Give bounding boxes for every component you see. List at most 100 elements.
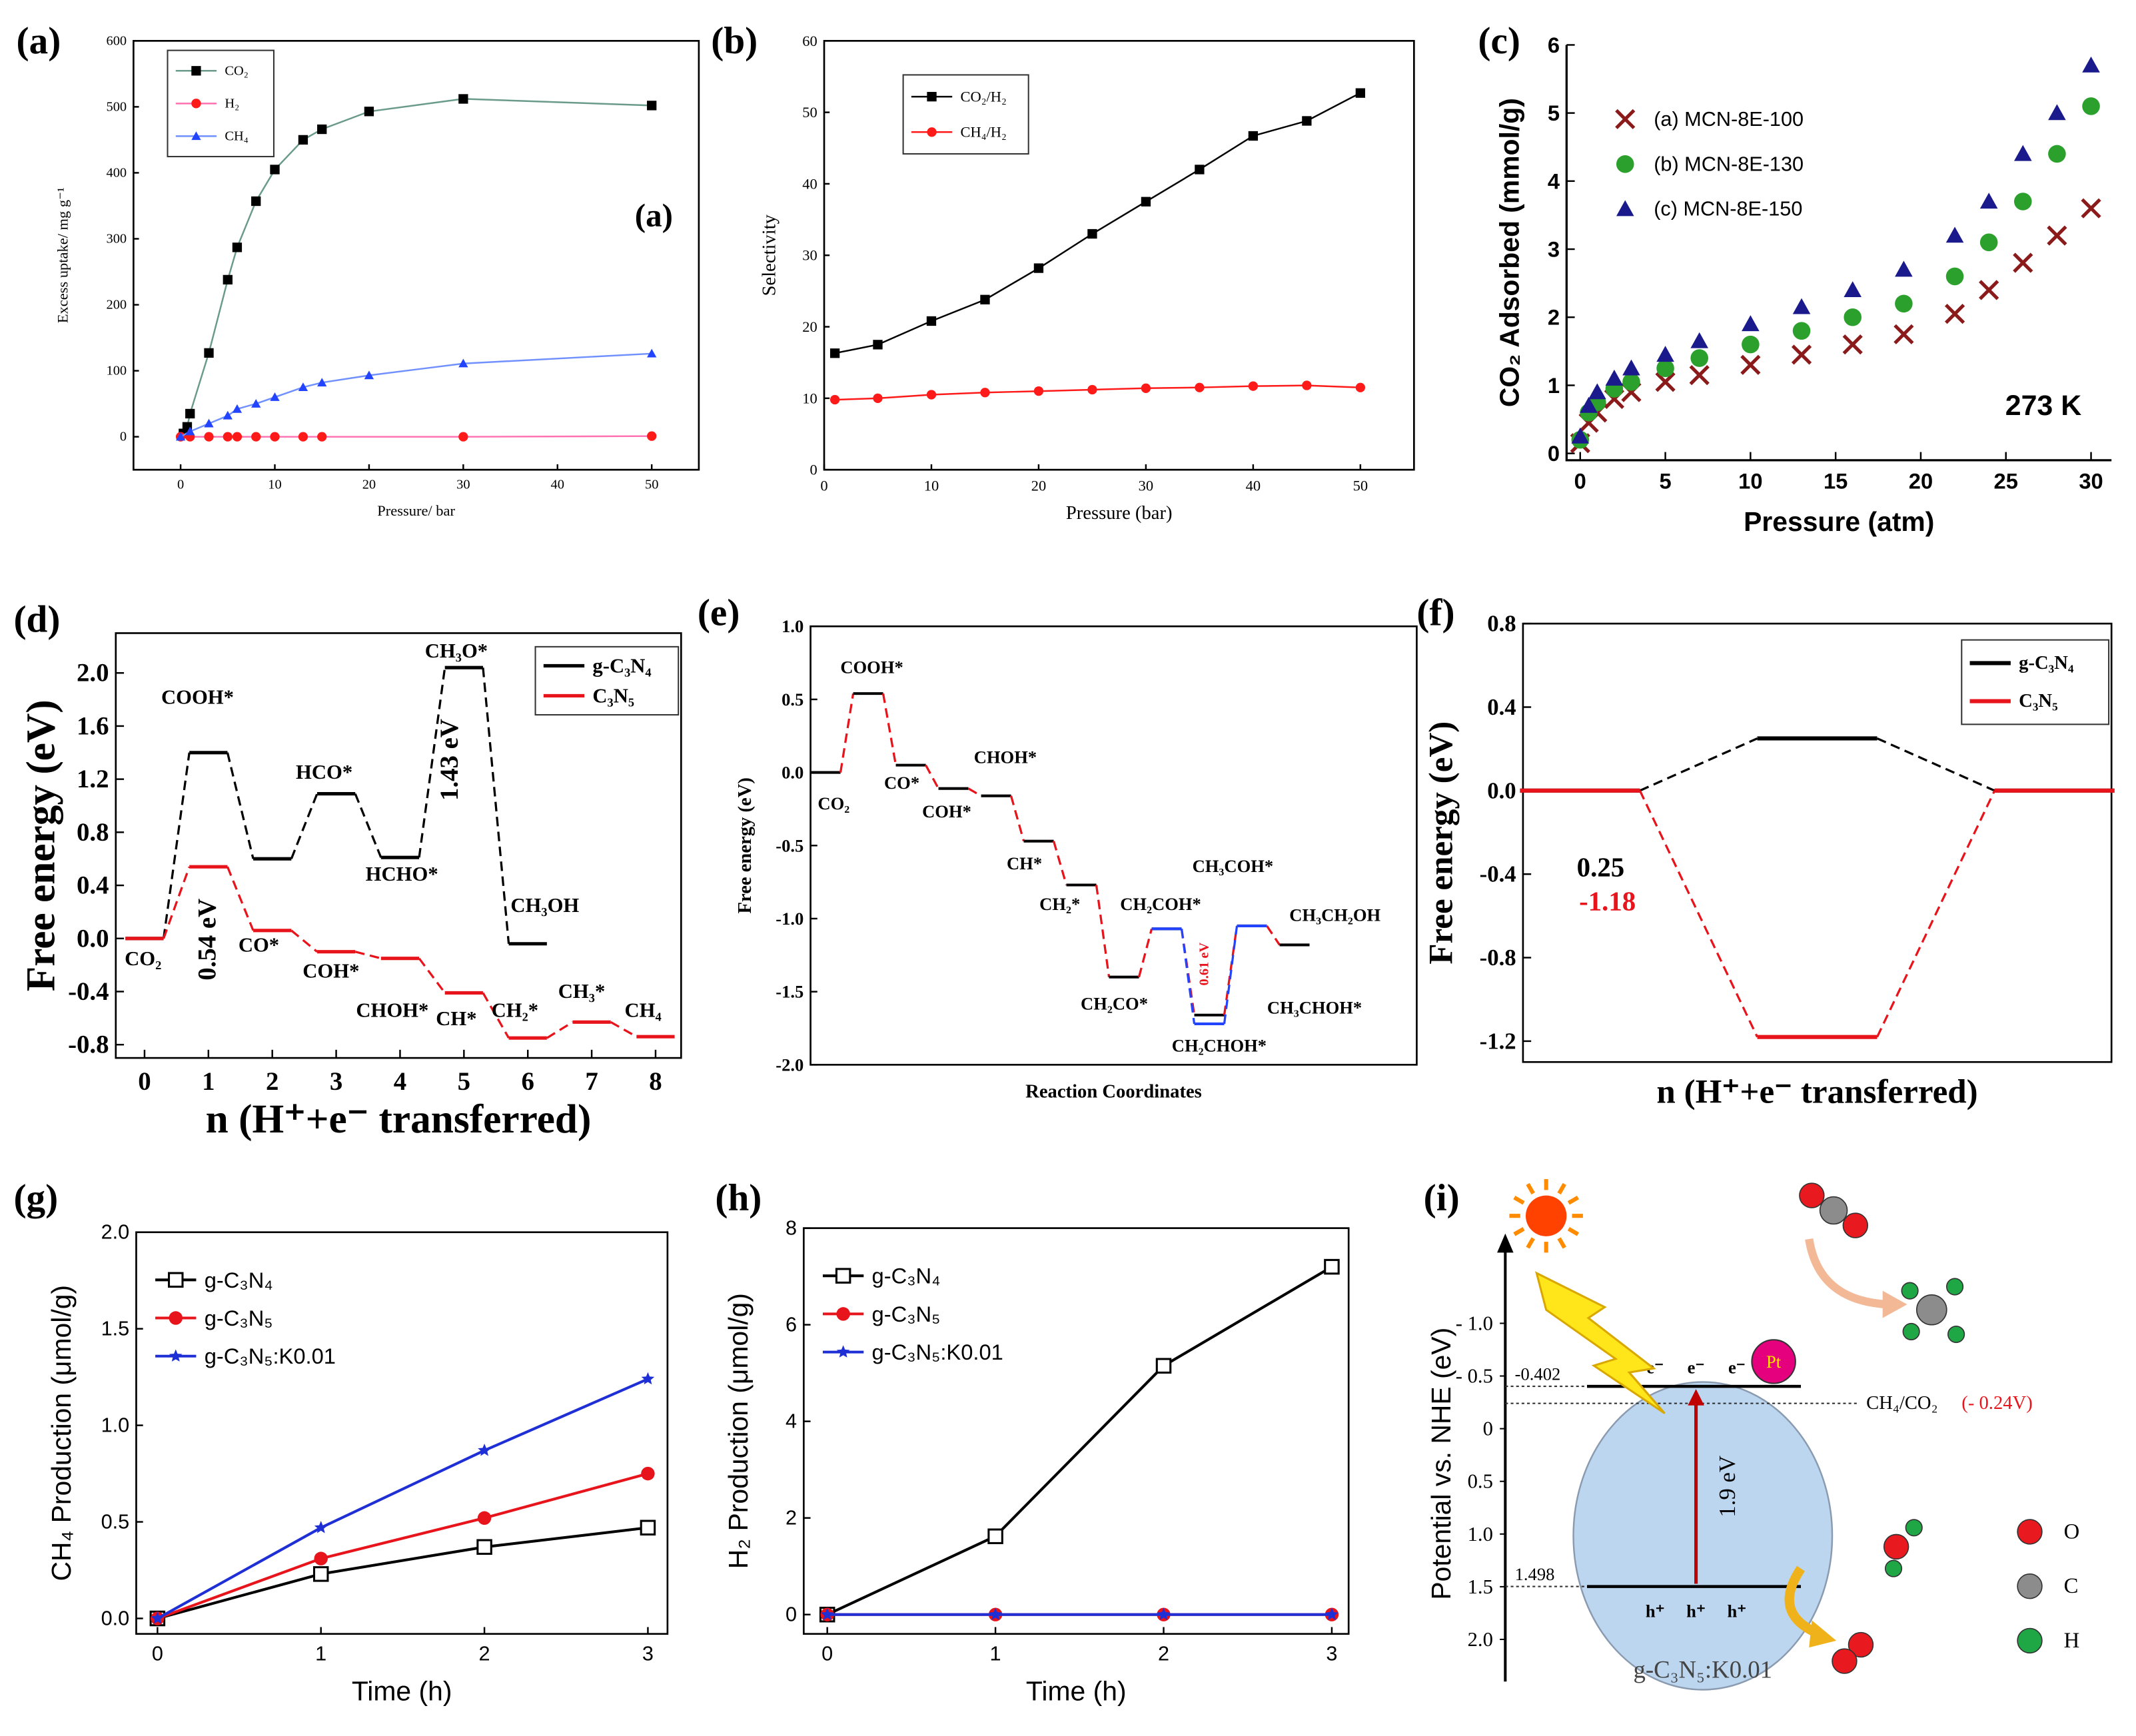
y-tick-label: 100 bbox=[106, 364, 127, 378]
panel: (a)0 10 20 30 40 500100200300400500600Pressur… bbox=[17, 20, 700, 519]
y-tick-label: 0.5 bbox=[782, 689, 803, 709]
legend-box bbox=[1961, 639, 2110, 725]
axis-arrow bbox=[1497, 1233, 1514, 1253]
marker bbox=[270, 392, 280, 401]
marker bbox=[232, 432, 243, 442]
marker bbox=[476, 1539, 492, 1555]
marker bbox=[204, 418, 214, 428]
marker bbox=[270, 432, 280, 442]
connector bbox=[163, 866, 191, 939]
marker bbox=[1605, 369, 1624, 386]
marker bbox=[1302, 380, 1312, 390]
atom bbox=[1902, 1322, 1920, 1341]
x-tick-label: 50 bbox=[645, 478, 658, 492]
marker bbox=[647, 101, 657, 111]
x-tick-label: 2 bbox=[1158, 1642, 1169, 1665]
connector bbox=[1052, 841, 1068, 885]
y-tick-label: 0.0 bbox=[782, 763, 803, 783]
y-tick-label: 1.0 bbox=[782, 616, 803, 636]
arrow-head bbox=[1809, 1620, 1837, 1648]
x-tick-label: 10 bbox=[268, 478, 281, 492]
cocatalyst bbox=[1751, 1339, 1796, 1384]
legend-marker bbox=[1616, 200, 1634, 217]
connector bbox=[1137, 928, 1153, 978]
marker bbox=[251, 196, 261, 207]
y-tick-label: 2 bbox=[786, 1507, 797, 1529]
marker bbox=[317, 378, 327, 387]
legend-label: H₂ bbox=[225, 96, 239, 111]
plot-frame bbox=[1522, 622, 2113, 1063]
marker bbox=[251, 398, 261, 408]
y-tick-label: -1.5 bbox=[776, 982, 803, 1002]
legend-marker bbox=[1616, 155, 1634, 173]
annotation: 1.43 eV bbox=[435, 719, 464, 801]
state-label: CH₃CH₂OH bbox=[1289, 905, 1380, 925]
x-tick-label: 20 bbox=[362, 478, 376, 492]
marker bbox=[1689, 365, 1710, 386]
x-axis-label: n (H⁺+e⁻ transferred) bbox=[1656, 1073, 1977, 1111]
legend-marker bbox=[191, 99, 201, 109]
marker bbox=[298, 432, 308, 442]
marker bbox=[1656, 346, 1674, 362]
y-axis-label: Free energy (eV) bbox=[735, 777, 756, 913]
y-tick-label: 50 bbox=[802, 104, 817, 121]
y-tick-label: - 1.0 bbox=[1456, 1312, 1493, 1335]
legend-label: (c) MCN-8E-150 bbox=[1654, 198, 1802, 220]
y-tick-label: -1.2 bbox=[1480, 1028, 1516, 1054]
y-tick-label: 0.0 bbox=[1487, 777, 1516, 803]
x-tick-label: 50 bbox=[1353, 478, 1368, 494]
lightning bbox=[1535, 1271, 1666, 1414]
x-tick-label: 0 bbox=[152, 1642, 163, 1665]
marker bbox=[2081, 198, 2101, 218]
annotation: COOH* bbox=[161, 685, 234, 708]
marker bbox=[1355, 382, 1366, 392]
y-tick-label: 600 bbox=[106, 33, 127, 48]
connector bbox=[925, 764, 939, 789]
annotation: COH* bbox=[302, 959, 359, 982]
sun-ray bbox=[1557, 1237, 1566, 1249]
y-tick-label: 400 bbox=[106, 165, 127, 180]
legend-box bbox=[534, 646, 680, 716]
connector bbox=[546, 1021, 574, 1039]
legend-label: C₃N₅ bbox=[592, 684, 634, 707]
marker bbox=[1895, 260, 1913, 277]
panel: (c) 0 5 10 15 20 25 30 0 1 2 3 4 5 6 Pressure (atm) CO₂ … bbox=[1478, 20, 2112, 537]
marker bbox=[926, 390, 937, 400]
legend-marker bbox=[169, 1311, 183, 1325]
legend-label: g-C₃N₄ bbox=[205, 1268, 273, 1292]
state-label: CH₂CO* bbox=[1081, 993, 1148, 1013]
x-tick-label: 4 bbox=[394, 1067, 406, 1096]
y-tick-label: 0.4 bbox=[77, 871, 109, 900]
marker bbox=[458, 358, 468, 368]
marker bbox=[1355, 88, 1366, 98]
reaction-arrow bbox=[1784, 1565, 1821, 1639]
y-tick-label: - 0.5 bbox=[1456, 1365, 1493, 1388]
connector bbox=[226, 752, 255, 859]
legend-label: g-C₃N₄ bbox=[2019, 653, 2074, 673]
marker bbox=[980, 388, 990, 398]
marker bbox=[232, 404, 243, 413]
marker bbox=[1945, 226, 1964, 243]
y-axis-label: Free energy (eV) bbox=[18, 699, 63, 991]
y-tick-label: 60 bbox=[802, 33, 817, 49]
marker bbox=[1690, 349, 1708, 367]
marker bbox=[2082, 97, 2100, 115]
annotation: CO* bbox=[239, 933, 279, 956]
y-tick-label: 0.0 bbox=[77, 924, 109, 953]
marker bbox=[1195, 165, 1205, 175]
plot-frame bbox=[135, 1231, 669, 1635]
state-label: CO₂ bbox=[817, 793, 849, 813]
marker bbox=[1087, 384, 1097, 395]
annotation: CH₄ bbox=[624, 999, 661, 1022]
marker bbox=[364, 107, 374, 117]
panel: (d) 0 1 2 3 4 5 6 7 8 -0.8 -0.4 0.0 0.4 0.8 1.2 1.6 2.0 n … bbox=[13, 598, 682, 1142]
y-tick-label: 3 bbox=[1548, 237, 1560, 262]
marker bbox=[1742, 315, 1760, 332]
band-gap-label: 1.9 eV bbox=[1714, 1456, 1740, 1518]
marker bbox=[317, 432, 327, 442]
sun-ray bbox=[1557, 1182, 1566, 1195]
reaction-arrow bbox=[1805, 1238, 1887, 1309]
marker bbox=[1979, 280, 1999, 300]
y-tick-label: 0 bbox=[120, 430, 127, 444]
